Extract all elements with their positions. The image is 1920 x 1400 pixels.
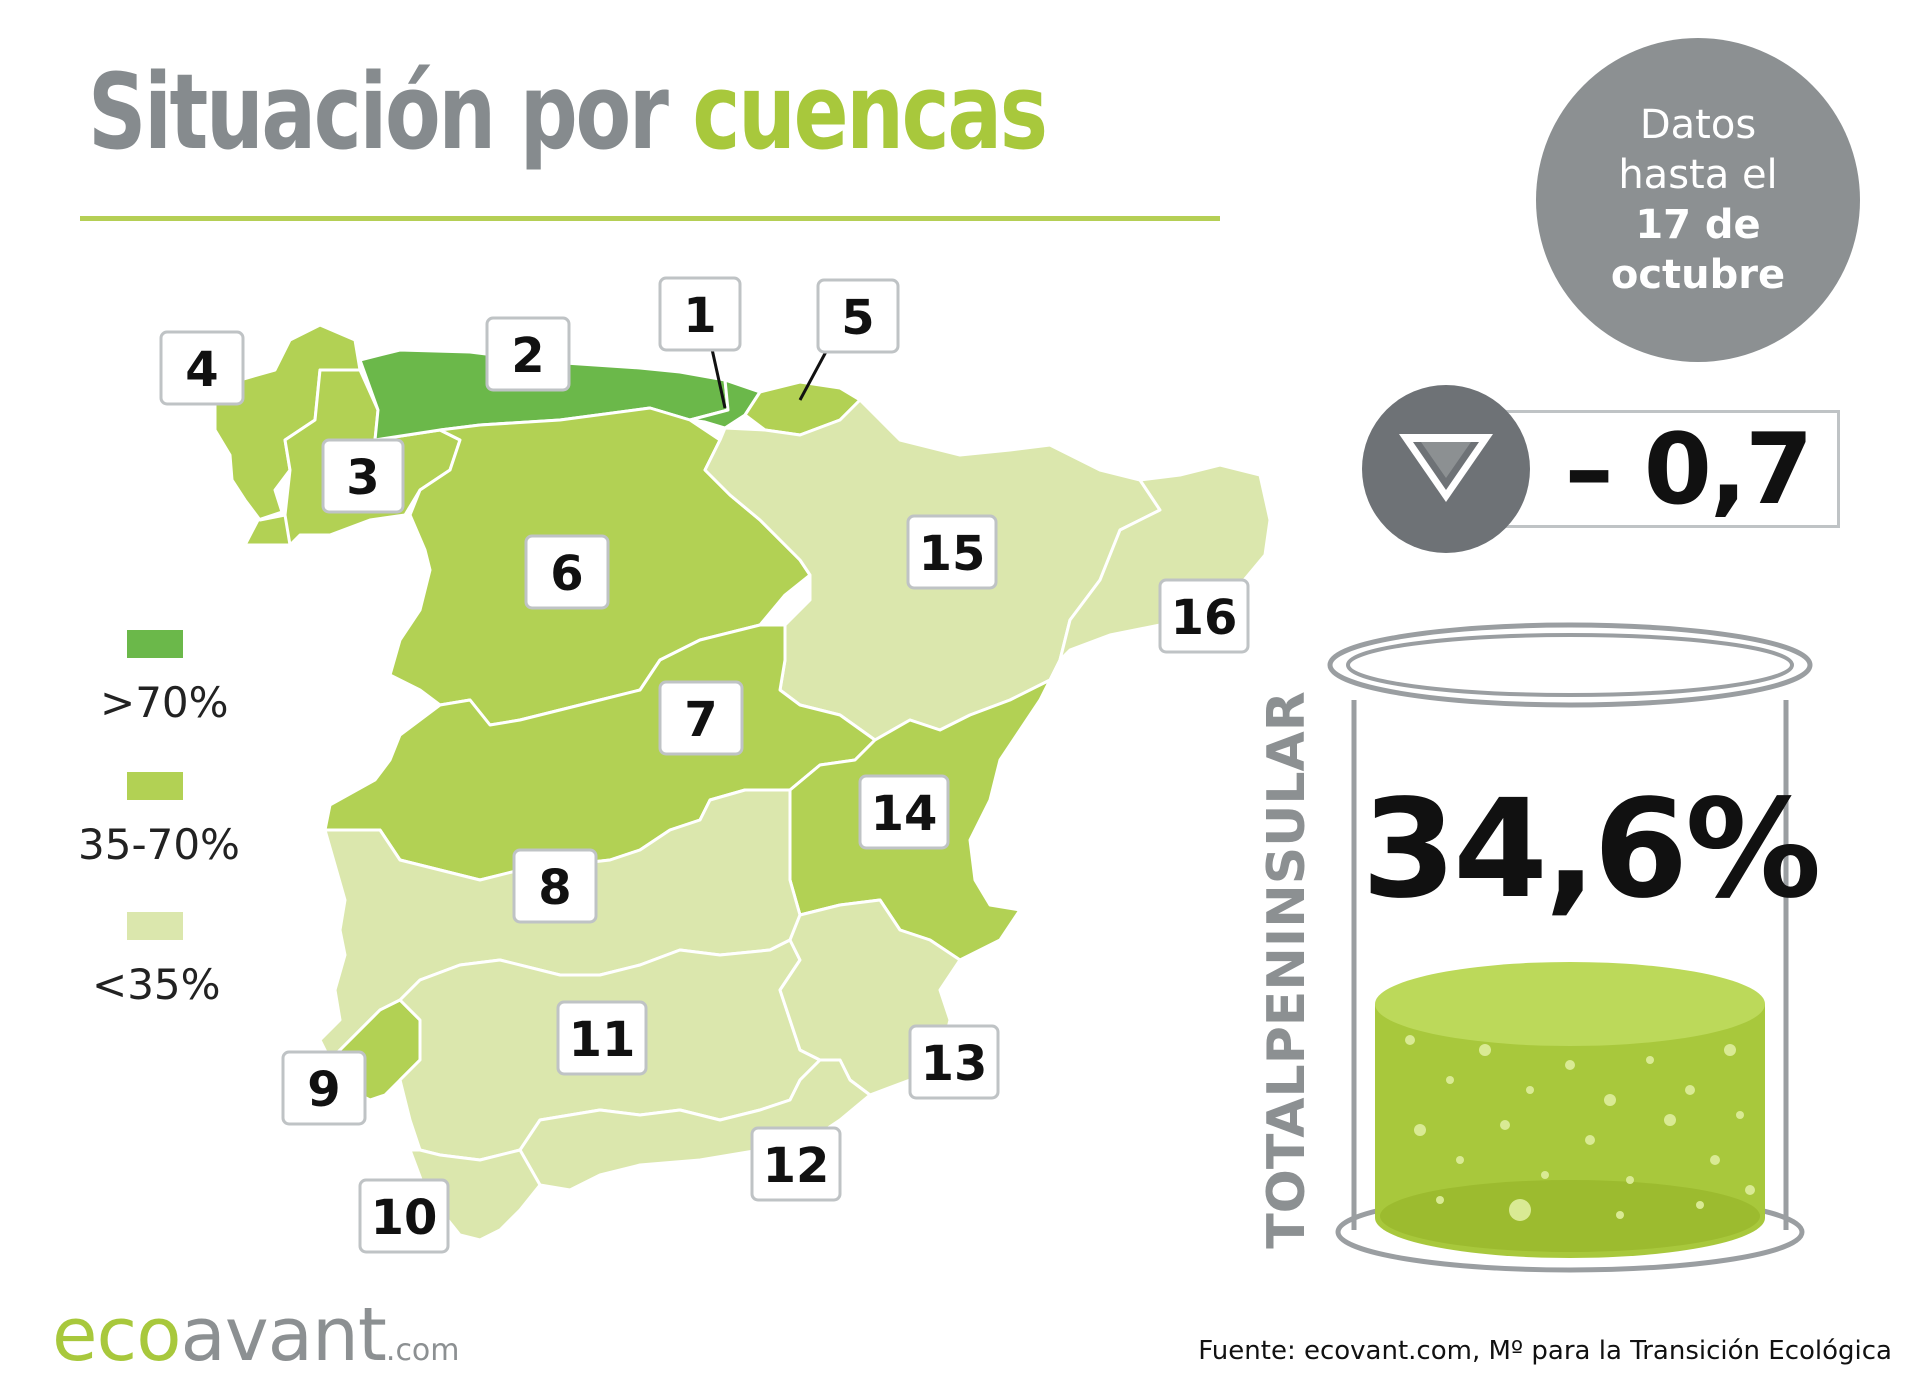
legend-label-mid: 35-70% (78, 820, 240, 869)
change-value: – 0,7 (1564, 413, 1814, 527)
down-triangle-icon (1399, 434, 1493, 502)
basin-number-12: 12 (763, 1138, 830, 1194)
basin-number-15: 15 (919, 526, 986, 582)
basin-label-7: 7 (658, 680, 744, 756)
basin-number-6: 6 (550, 546, 583, 602)
basin-label-12: 12 (750, 1126, 842, 1202)
basin-label-10: 10 (358, 1178, 450, 1254)
basin-label-3: 3 (321, 438, 405, 514)
basin-label-1: 1 (658, 276, 742, 352)
date-line-1: Datos (1639, 102, 1757, 148)
basin-number-7: 7 (684, 692, 717, 748)
basin-label-9: 9 (281, 1050, 367, 1126)
basin-number-9: 9 (307, 1062, 340, 1118)
basin-number-3: 3 (346, 450, 379, 506)
legend-swatch-mid (127, 772, 183, 800)
total-percentage: 34,6% (1361, 771, 1822, 929)
basin-number-8: 8 (538, 860, 571, 916)
change-box (1500, 410, 1840, 528)
basin-label-5: 5 (816, 278, 900, 354)
basin-region-12 (518, 1058, 872, 1192)
basin-label-16: 16 (1158, 578, 1250, 654)
basin-region-4 (213, 323, 362, 547)
basin-number-2: 2 (511, 328, 544, 384)
basin-label-14: 14 (858, 774, 950, 850)
page-title: Situación por cuencas (88, 60, 1048, 164)
basin-label-15: 15 (906, 514, 998, 590)
legend-swatch-high (127, 630, 183, 658)
source-note: Fuente: ecovant.com, Mº para la Transici… (1198, 1336, 1892, 1366)
basin-number-5: 5 (841, 290, 874, 346)
change-indicator (1362, 385, 1530, 553)
title-part-1: Situación por (88, 51, 669, 173)
basin-label-11: 11 (556, 1000, 648, 1076)
reservoir-jar-icon (1327, 622, 1813, 1273)
basin-label-6: 6 (524, 534, 610, 610)
date-line-4: octubre (1610, 252, 1786, 298)
basin-number-14: 14 (871, 786, 938, 842)
basin-number-11: 11 (569, 1012, 636, 1068)
legend-label-high: >70% (100, 678, 229, 727)
title-divider (80, 216, 1220, 221)
date-badge: Datos hasta el 17 de octubre (1536, 38, 1860, 362)
leader-line-5 (798, 347, 830, 401)
basin-number-1: 1 (683, 288, 716, 344)
basin-number-10: 10 (371, 1190, 438, 1246)
basin-number-13: 13 (921, 1036, 988, 1092)
date-line-3: 17 de (1635, 202, 1761, 248)
basin-label-8: 8 (512, 848, 598, 924)
legend-swatch-low (127, 912, 183, 940)
legend-label-low: <35% (92, 960, 221, 1009)
title-part-2: cuencas (692, 51, 1048, 173)
basin-label-13: 13 (908, 1024, 1000, 1100)
basin-number-4: 4 (185, 342, 218, 398)
basin-number-16: 16 (1171, 590, 1238, 646)
date-line-2: hasta el (1618, 152, 1778, 198)
basin-label-4: 4 (159, 330, 245, 406)
basin-label-2: 2 (485, 316, 571, 392)
ecoavant-logo: ecoavant.com (52, 1292, 460, 1378)
